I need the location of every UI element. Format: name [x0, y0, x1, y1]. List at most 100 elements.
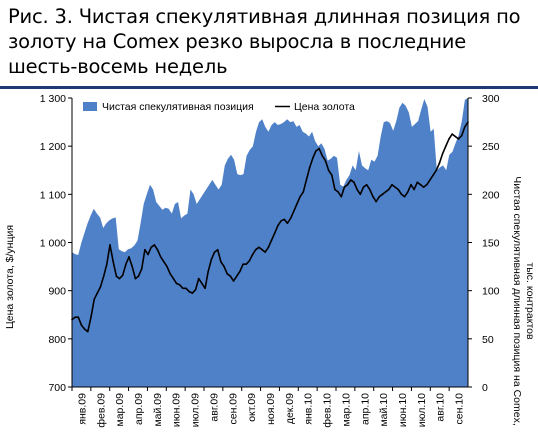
x-tick-label: сен.09 — [227, 393, 239, 425]
price-point — [226, 273, 228, 275]
price-point — [397, 188, 400, 191]
price-point — [229, 275, 232, 277]
price-point — [451, 133, 454, 135]
price-point — [312, 157, 314, 159]
price-point — [407, 191, 409, 193]
price-point — [369, 188, 371, 191]
x-tick-label: авг.10 — [435, 393, 447, 422]
x-tick-label: авг.09 — [208, 393, 220, 422]
price-point — [378, 195, 381, 198]
price-point — [315, 150, 317, 152]
price-point — [359, 193, 362, 196]
price-point — [337, 191, 339, 193]
price-point — [445, 145, 447, 147]
price-point — [109, 244, 111, 246]
price-point — [172, 277, 175, 280]
price-point — [197, 277, 200, 280]
price-point — [403, 195, 406, 198]
x-tick-label: апр.09 — [133, 393, 145, 425]
price-point — [350, 179, 352, 181]
price-point — [274, 232, 276, 234]
price-point — [163, 261, 165, 263]
price-point — [283, 218, 286, 221]
price-point — [426, 183, 428, 186]
price-point — [400, 193, 403, 196]
price-point — [318, 147, 320, 150]
price-point — [308, 167, 311, 169]
price-point — [419, 183, 422, 186]
price-point — [213, 251, 216, 253]
price-point — [302, 191, 305, 193]
price-point — [267, 246, 270, 249]
price-point — [175, 282, 178, 285]
price-point — [258, 246, 260, 249]
price-point — [293, 210, 295, 212]
price-point — [410, 183, 412, 186]
axes: 700 800 900 1 000 1 100 1 200 1 300 0 50 100 150 20… — [40, 93, 500, 428]
price-point — [188, 290, 190, 293]
price-point — [99, 286, 102, 288]
price-point — [159, 256, 162, 258]
y-axis-right-label-line1: Чистая спекулятивная длинная позиция на … — [511, 176, 523, 426]
price-point — [77, 316, 80, 318]
price-point — [286, 222, 289, 224]
price-point — [169, 273, 171, 275]
price-point — [457, 138, 460, 140]
x-tick-label: июн.10 — [397, 393, 409, 427]
price-point — [356, 188, 358, 191]
price-point — [232, 280, 235, 282]
price-point — [137, 275, 140, 277]
price-point — [125, 263, 127, 265]
price-point — [261, 248, 263, 251]
chart-title: Рис. 3. Чистая спекулятивная длинная поз… — [8, 5, 521, 78]
y-right-tick-label: 50 — [482, 334, 494, 346]
price-point — [90, 316, 92, 318]
price-point — [280, 220, 282, 222]
price-point — [391, 183, 393, 186]
price-point — [150, 246, 152, 249]
y-left-tick-label: 800 — [48, 334, 66, 346]
price-point — [460, 134, 463, 137]
price-point — [153, 244, 156, 246]
price-point — [448, 138, 450, 140]
y-right-tick-label: 250 — [482, 141, 500, 153]
price-point — [432, 174, 435, 176]
x-tick-label: фев.10 — [322, 393, 334, 428]
y-right-tick-label: 150 — [482, 238, 500, 250]
y-right-tick-label: 0 — [482, 382, 488, 394]
price-point — [121, 274, 124, 277]
price-point — [245, 263, 247, 265]
price-point — [220, 261, 222, 263]
price-point — [106, 263, 108, 265]
price-point — [362, 186, 365, 188]
price-point — [413, 188, 415, 191]
price-point — [324, 159, 327, 162]
price-point — [422, 186, 425, 188]
y-left-tick-label: 1 000 — [40, 238, 66, 250]
price-point — [435, 169, 438, 172]
price-point — [321, 155, 324, 157]
price-point — [93, 298, 95, 301]
x-tick-label: мар.09 — [114, 393, 126, 427]
price-point — [147, 253, 149, 256]
price-point — [242, 263, 244, 265]
price-point — [194, 288, 197, 291]
y-left-tick-label: 900 — [48, 286, 66, 298]
y-right-tick-label: 300 — [482, 93, 500, 105]
x-tick-label: янв.10 — [303, 393, 315, 425]
price-point — [191, 292, 194, 294]
price-point — [254, 248, 257, 251]
price-point — [102, 275, 105, 277]
price-point — [296, 203, 298, 205]
price-point — [365, 183, 368, 186]
price-point — [331, 174, 333, 176]
price-point — [270, 239, 273, 241]
y-left-tick-label: 1 200 — [40, 141, 66, 153]
price-point — [305, 179, 308, 181]
price-point — [204, 287, 206, 290]
price-point — [144, 248, 146, 251]
price-point — [334, 188, 336, 191]
price-point — [74, 316, 76, 318]
price-point — [343, 186, 346, 188]
price-point — [83, 328, 86, 330]
